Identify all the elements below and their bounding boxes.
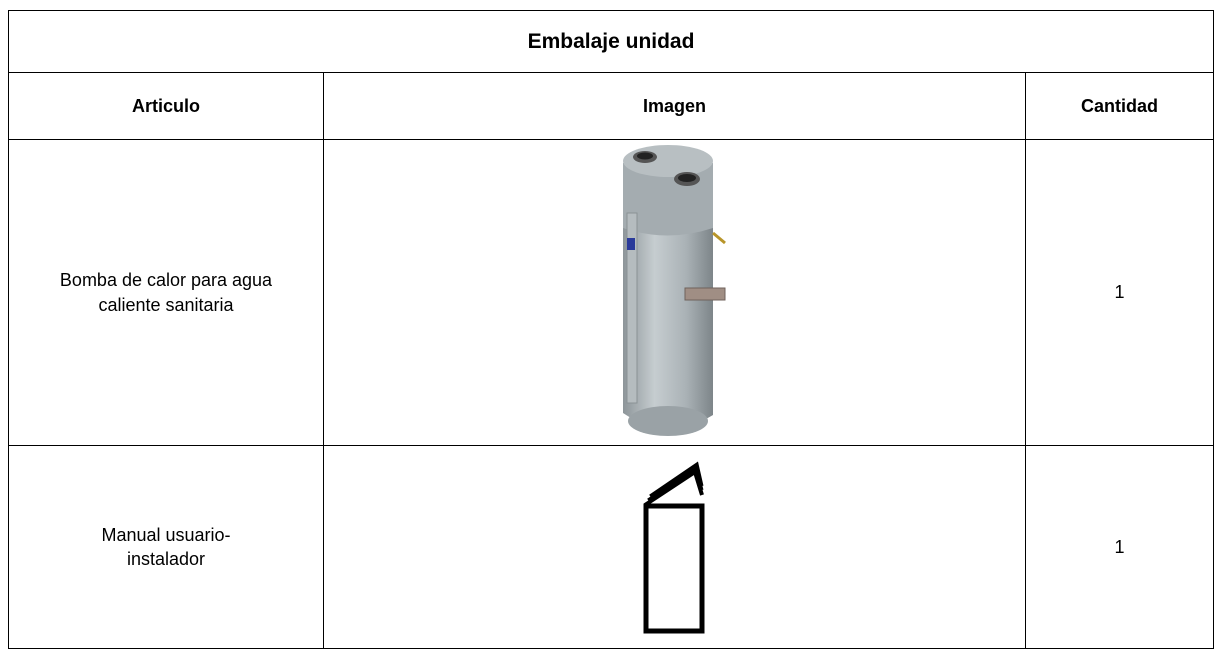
item-name: Bomba de calor para agua caliente sanita… [59,270,273,315]
column-header: Imagen [323,72,1026,140]
page: Embalaje unidad Articulo Imagen Cantidad… [8,10,1214,649]
column-header: Cantidad [1025,72,1214,140]
item-name: Manual usuario-instalador [101,524,231,569]
cell: Bomba de calor para agua caliente sanita… [8,139,324,446]
column-header: Articulo [8,72,324,140]
cell [323,139,1026,446]
manual-image [643,461,704,633]
packing-table: Embalaje unidad Articulo Imagen Cantidad… [8,10,1214,649]
cell: Manual usuario-instalador [8,445,324,649]
cell [323,445,1026,649]
cell: 1 [1025,445,1214,649]
quantity: 1 [1114,282,1125,302]
heat-pump-image [622,144,726,436]
quantity: 1 [1114,536,1125,557]
cell: 1 [1025,139,1214,446]
table-title: Embalaje unidad [8,10,1214,73]
